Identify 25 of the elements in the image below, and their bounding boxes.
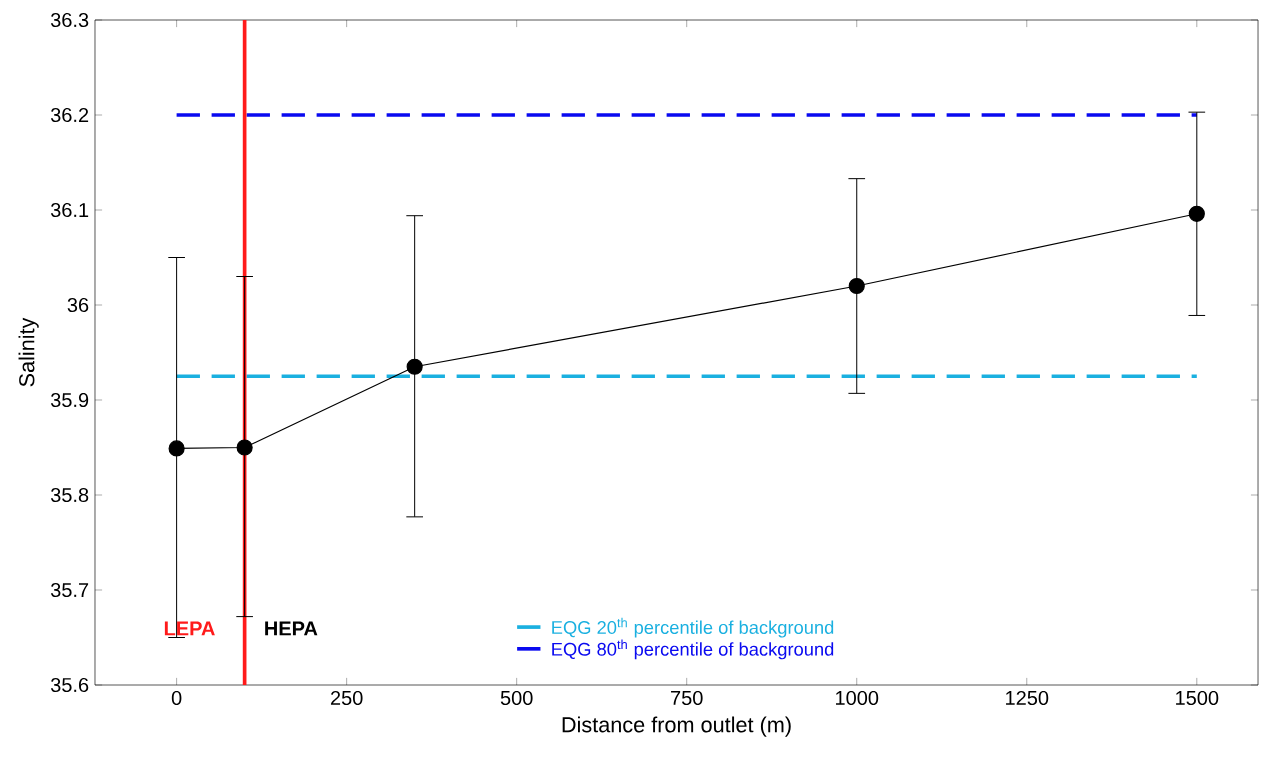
legend-label: EQG 80$^{th}$ percentile of background <box>552 639 834 660</box>
y-tick-label: 36.3 <box>50 12 89 28</box>
y-tick-label: 35.9 <box>50 392 89 408</box>
annotation: HEPA <box>265 621 318 636</box>
x-tick-label: 0 <box>171 690 182 706</box>
x-tick-label: 250 <box>330 690 363 706</box>
y-tick-label: 36 <box>67 297 89 313</box>
point <box>406 358 423 375</box>
legend-label: EQG 20$^{th}$ percentile of background <box>552 617 834 638</box>
x-axis-title: Distance from outlet (m) <box>562 716 791 737</box>
y-tick-label: 35.7 <box>50 582 89 598</box>
x-tick-label: 500 <box>500 690 533 706</box>
y-tick-label: 35.6 <box>50 677 89 693</box>
point <box>1188 205 1205 222</box>
x-tick-label: 1000 <box>836 690 879 706</box>
x-tick-label: 1500 <box>1176 690 1219 706</box>
point <box>848 277 865 295</box>
point <box>236 439 253 456</box>
y-tick-label: 35.8 <box>50 487 89 503</box>
x-tick-label: 1250 <box>1006 690 1049 706</box>
x-tick-label: 750 <box>671 690 703 706</box>
y-tick-label: 36.1 <box>50 202 89 218</box>
point <box>168 440 185 457</box>
y-tick-label: 36.2 <box>50 107 89 123</box>
y-axis-title: Salinity <box>18 317 39 387</box>
